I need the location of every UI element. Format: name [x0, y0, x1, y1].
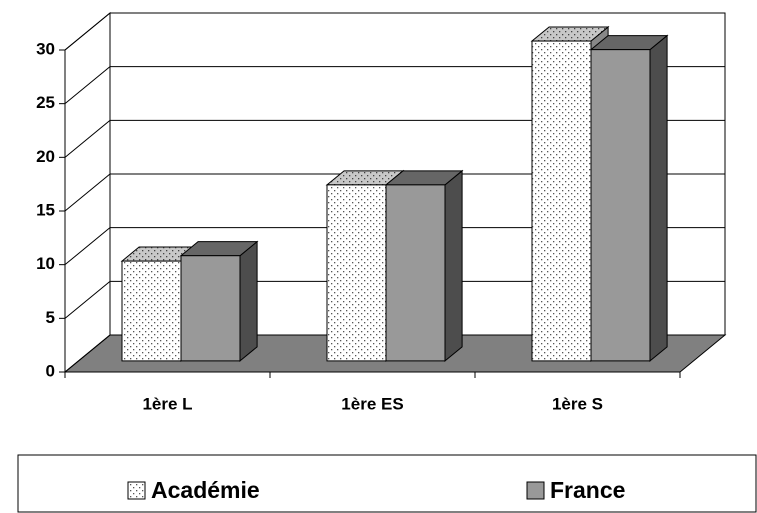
y-tick-label: 30 [36, 39, 55, 58]
y-tick-label: 25 [36, 93, 55, 112]
bar [121, 260, 182, 362]
bar [531, 40, 592, 362]
y-tick-label: 0 [46, 361, 55, 380]
legend-label: Académie [151, 477, 260, 503]
grid-line [64, 280, 725, 319]
bar-side [649, 34, 668, 362]
x-tick-label: 1ère L [142, 394, 192, 413]
grid-line [64, 119, 725, 158]
bar [326, 184, 387, 362]
bar [385, 184, 446, 362]
grid-line [64, 334, 725, 373]
y-tick-label: 5 [46, 308, 55, 327]
y-tick-label: 10 [36, 254, 55, 273]
bar-side [239, 240, 258, 362]
grid-line [64, 173, 725, 212]
bar [180, 255, 241, 362]
grid-line [64, 12, 725, 51]
legend-label: France [550, 477, 625, 503]
legend: Académie France [127, 477, 625, 503]
bar [590, 49, 651, 362]
bar-side [444, 169, 463, 362]
legend-swatch [526, 481, 545, 500]
x-tick-label: 1ère S [552, 394, 603, 413]
y-tick-label: 15 [36, 200, 55, 219]
grid-line [64, 66, 725, 105]
x-tick-label: 1ère ES [341, 394, 403, 413]
y-tick-label: 20 [36, 147, 55, 166]
plot: 0 5 10 15 20 25 30 1ère L 1ère ES 1ère S [36, 11, 727, 413]
legend-swatch [127, 481, 146, 500]
grid-line [64, 227, 725, 266]
